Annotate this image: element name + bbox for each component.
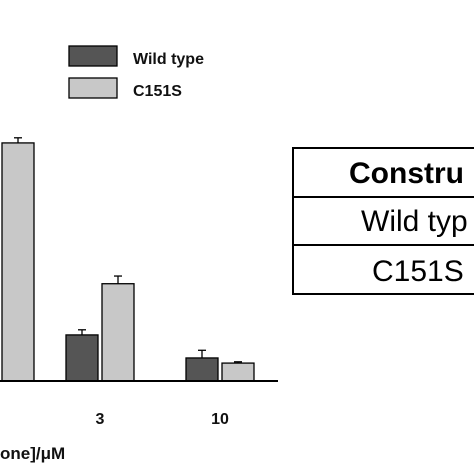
bar-c151s-3 [101,283,135,382]
x-tick-label-3: 3 [96,411,105,428]
table-header: Constru [349,157,464,190]
table-cell: C151S [372,255,464,288]
legend: Wild type C151S [68,45,204,100]
bar-wild-type-10 [185,357,219,382]
legend-label-c151s: C151S [133,83,182,100]
legend-swatch-wild-type [68,45,118,67]
bar-c151s-10 [221,362,255,382]
x-tick-labels: 3 10 [96,411,229,428]
table-border [292,147,474,295]
bar-c151s-first [1,142,35,382]
construct-table: Constru Wild typ C151S [292,147,474,295]
bars-layer [1,137,255,382]
legend-label-wild-type: Wild type [133,51,204,68]
x-tick-label-10: 10 [211,411,229,428]
x-axis-label: one]/μM [0,444,65,463]
bar-wild-type-3 [65,334,99,382]
table-cell: Wild typ [361,205,468,238]
legend-swatch-c151s [68,77,118,99]
